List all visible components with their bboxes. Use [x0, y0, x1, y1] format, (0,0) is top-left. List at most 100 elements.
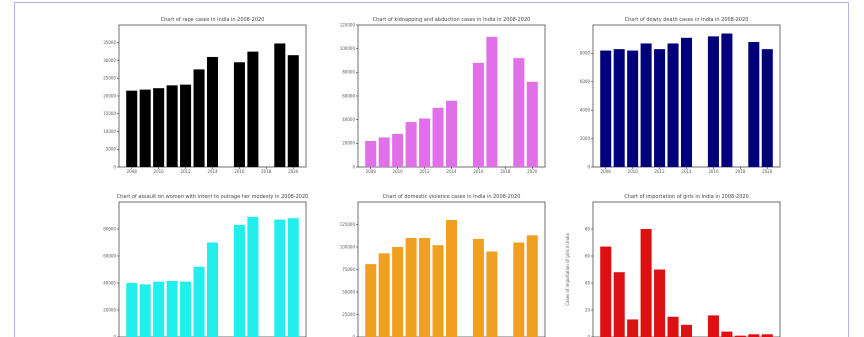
y-tick-label: 20000	[342, 141, 355, 146]
x-tick-label: 2010	[628, 169, 639, 174]
y-tick-label: 0	[587, 334, 590, 337]
bar-2019	[274, 219, 286, 337]
y-tick-label: 20	[585, 307, 591, 312]
y-tick-label: 80	[585, 226, 591, 231]
y-tick-label: 80000	[342, 70, 355, 75]
bar-2019	[513, 58, 525, 168]
figure-frame: Chart of rape cases in India in 2008-202…	[14, 2, 849, 337]
bar-2009	[139, 284, 151, 337]
y-tick-label: 0	[352, 164, 355, 169]
chart-panel-2: Chart of kidnapping and abduction cases …	[340, 17, 546, 174]
bar-2011	[640, 229, 652, 337]
y-tick-label: 80000	[103, 226, 116, 231]
bar-2018	[734, 335, 746, 337]
bar-2016	[472, 62, 484, 167]
bar-2012	[180, 84, 192, 167]
y-tick-label: 20000	[103, 307, 116, 312]
bar-2020	[526, 81, 538, 167]
y-tick-label: 6000	[580, 79, 591, 84]
x-tick-label: 2016	[473, 169, 484, 174]
bar-2016	[707, 36, 719, 167]
y-tick-label: 35000	[103, 40, 116, 45]
y-tick-label: 60000	[342, 93, 355, 98]
bar-2011	[405, 122, 417, 167]
bar-2011	[166, 85, 178, 167]
y-tick-label: 2000	[580, 136, 591, 141]
bar-2016	[233, 224, 245, 337]
bar-2017	[486, 251, 498, 337]
chart-title: Chart of rape cases in India in 2008-202…	[161, 17, 265, 23]
bar-2020	[526, 235, 538, 337]
y-tick-label: 125000	[340, 222, 356, 227]
y-tick-label: 0	[113, 164, 116, 169]
x-tick-label: 2020	[527, 169, 538, 174]
plot-area-frame	[118, 201, 307, 337]
y-tick-label: 25000	[342, 312, 355, 317]
y-tick-label: 0	[113, 334, 116, 337]
bar-2008	[365, 140, 377, 167]
y-axis-label: Cases of importation of girls in India	[565, 233, 570, 306]
chart-panel-3: Chart of dowry death cases in India in 2…	[580, 17, 781, 174]
x-tick-label: 2014	[446, 169, 457, 174]
bar-2020	[761, 334, 773, 337]
chart-title: Chart of kidnapping and abduction cases …	[373, 17, 531, 23]
bar-2019	[513, 242, 525, 337]
bar-2019	[748, 42, 760, 167]
bar-2012	[419, 238, 431, 337]
bar-2014	[445, 100, 458, 167]
bar-2017	[247, 216, 259, 337]
bar-2010	[627, 50, 639, 168]
bar-2013	[432, 107, 444, 167]
y-tick-label: 30000	[103, 58, 116, 63]
y-tick-label: 60	[585, 253, 591, 258]
x-tick-label: 2012	[419, 169, 430, 174]
y-tick-label: 20000	[103, 93, 116, 98]
y-tick-label: 10000	[103, 129, 116, 134]
bar-2010	[392, 133, 404, 167]
bar-2019	[748, 334, 760, 337]
x-tick-label: 2010	[154, 169, 165, 174]
chart-title: Chart of domestic violence cases in Indi…	[383, 194, 521, 200]
bar-2020	[761, 49, 773, 167]
bar-2020	[287, 55, 299, 167]
y-tick-label: 60000	[103, 253, 116, 258]
y-tick-label: 40	[585, 280, 591, 285]
bar-2017	[486, 36, 498, 168]
y-tick-label: 25000	[103, 76, 116, 81]
chart-grid: Chart of rape cases in India in 2008-202…	[103, 17, 781, 337]
y-tick-label: 15000	[103, 111, 116, 116]
bar-2013	[193, 69, 205, 167]
bar-2009	[378, 253, 390, 337]
bar-2009	[613, 49, 625, 167]
bar-2019	[274, 43, 286, 167]
y-tick-label: 4000	[580, 108, 591, 113]
bar-2011	[166, 280, 178, 337]
bar-2016	[472, 238, 484, 337]
x-tick-label: 2014	[207, 169, 218, 174]
x-tick-label: 2014	[681, 169, 692, 174]
x-tick-label: 2008	[601, 169, 612, 174]
bar-2008	[126, 283, 138, 337]
x-tick-label: 2008	[127, 169, 138, 174]
bar-2010	[153, 281, 165, 337]
x-tick-label: 2012	[654, 169, 665, 174]
bar-2014	[680, 37, 693, 167]
y-tick-label: 100000	[340, 46, 356, 51]
bar-2009	[378, 137, 390, 167]
x-tick-label: 2012	[180, 169, 191, 174]
bar-2016	[233, 62, 245, 167]
bar-2014	[206, 242, 219, 337]
bar-2008	[600, 50, 612, 168]
y-tick-label: 75000	[342, 267, 355, 272]
bar-2009	[139, 89, 151, 167]
y-tick-label: 50000	[342, 289, 355, 294]
bar-2011	[640, 43, 652, 167]
chart-panel-1: Chart of rape cases in India in 2008-202…	[103, 17, 307, 174]
x-tick-label: 2018	[500, 169, 511, 174]
bar-2011	[405, 238, 417, 337]
bar-2010	[153, 88, 165, 167]
x-tick-label: 2008	[366, 169, 377, 174]
bar-2014	[445, 220, 458, 337]
bar-2013	[193, 266, 205, 337]
bar-2014	[680, 324, 693, 337]
